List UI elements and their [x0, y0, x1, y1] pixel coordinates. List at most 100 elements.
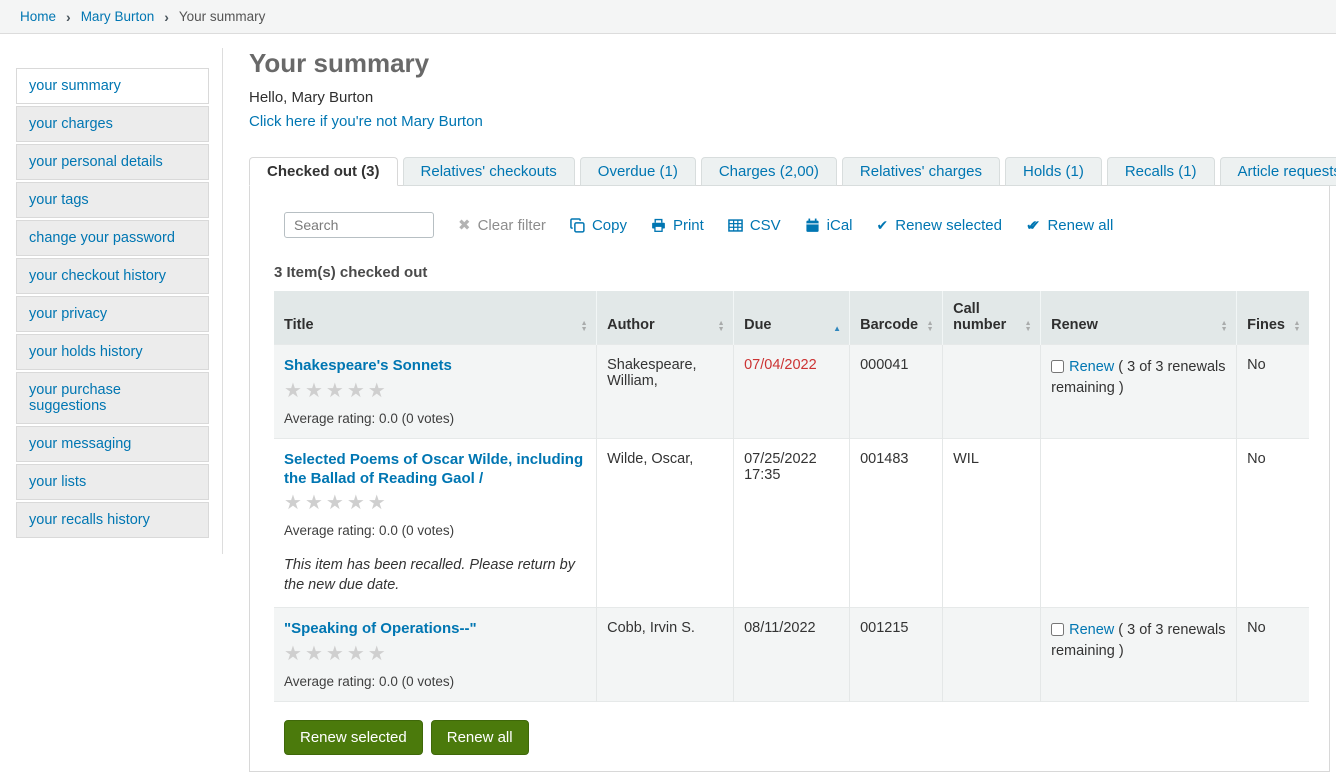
due-date: 08/11/2022 [744, 620, 816, 637]
clear-filter-button[interactable]: Clear filter [458, 216, 546, 234]
column-header-title[interactable]: Title [274, 291, 597, 345]
copy-button[interactable]: Copy [570, 217, 627, 234]
star-icon[interactable] [305, 643, 326, 665]
star-icon[interactable] [284, 380, 305, 402]
average-rating-text: Average rating: 0.0 (0 votes) [284, 410, 455, 426]
sidebar-item-purchase-suggestions[interactable]: your purchase suggestions [16, 372, 209, 424]
sort-arrows-icon [925, 321, 935, 333]
title-cell: Shakespeare's Sonnets Average rating: 0.… [274, 344, 597, 439]
fines-cell: No [1236, 344, 1309, 439]
title-link[interactable]: Shakespeare's Sonnets [284, 357, 452, 374]
sidebar-item-summary[interactable]: your summary [16, 68, 209, 104]
star-icon[interactable] [305, 380, 326, 402]
sidebar-item-holds-history[interactable]: your holds history [16, 334, 209, 370]
star-icon[interactable] [326, 380, 347, 402]
tab-charges[interactable]: Charges (2,00) [700, 157, 837, 186]
sidebar-item-recalls-history[interactable]: your recalls history [16, 502, 209, 538]
sort-arrows-icon [1023, 321, 1033, 333]
checkout-row: Selected Poems of Oscar Wilde, including… [274, 437, 1309, 608]
tab-checked-out[interactable]: Checked out (3) [249, 157, 398, 186]
items-count: 3 Item(s) checked out [274, 264, 428, 281]
fines-cell: No [1236, 437, 1309, 608]
sort-arrows-icon [1292, 321, 1302, 333]
renew-link[interactable]: Renew [1069, 622, 1115, 639]
renew-selected-button[interactable]: Renew selected [284, 720, 423, 756]
star-icon[interactable] [347, 380, 368, 402]
author-cell: Cobb, Irvin S. [596, 607, 734, 702]
csv-button[interactable]: CSV [728, 217, 781, 234]
column-header-fines[interactable]: Fines [1236, 291, 1309, 345]
sidebar-item-change-password[interactable]: change your password [16, 220, 209, 256]
renew-checkbox[interactable] [1051, 360, 1065, 373]
renew-checkbox[interactable] [1051, 623, 1065, 637]
author-cell: Shakespeare, William, [596, 344, 734, 439]
star-rating [284, 492, 586, 515]
call-number-cell [942, 344, 1041, 439]
sidebar-item-charges[interactable]: your charges [16, 106, 209, 142]
column-header-due[interactable]: Due [733, 291, 850, 345]
renew-controls: Renew [1051, 622, 1118, 638]
ical-button[interactable]: iCal [805, 217, 853, 234]
sort-arrows-icon [716, 321, 726, 333]
average-rating-text: Average rating: 0.0 (0 votes) [284, 674, 455, 690]
renew-link[interactable]: Renew [1069, 359, 1115, 375]
sidebar-item-privacy[interactable]: your privacy [16, 296, 209, 332]
check-icon [877, 217, 889, 234]
star-icon[interactable] [326, 643, 347, 665]
tab-holds[interactable]: Holds (1) [1004, 157, 1102, 186]
column-header-barcode[interactable]: Barcode [849, 291, 943, 345]
renew-all-button[interactable]: Renew all [430, 720, 529, 756]
fines-cell: No [1236, 607, 1309, 702]
sort-arrows-icon [579, 321, 589, 333]
column-header-callnumber[interactable]: Call number [942, 291, 1041, 345]
breadcrumb-patron-link[interactable]: Mary Burton [80, 9, 155, 24]
sidebar-item-personal-details[interactable]: your personal details [16, 144, 209, 180]
star-rating [284, 380, 586, 403]
renew-all-link[interactable]: Renew all [1026, 217, 1113, 234]
author-cell: Wilde, Oscar, [596, 437, 734, 608]
title-link[interactable]: "Speaking of Operations--" [284, 620, 477, 638]
due-cell: 07/04/2022 [733, 344, 850, 439]
item-note: This item has been recalled. Please retu… [284, 557, 575, 593]
star-icon[interactable] [368, 380, 389, 402]
tab-article-requests[interactable]: Article requests (1) [1219, 157, 1336, 186]
due-cell: 08/11/2022 [733, 607, 850, 702]
breadcrumb-home-link[interactable]: Home [20, 9, 57, 24]
star-icon[interactable] [305, 492, 326, 514]
renew-controls: Renew [1051, 359, 1118, 375]
copy-icon [570, 217, 585, 233]
star-rating [284, 643, 586, 666]
not-you-link[interactable]: Click here if you're not Mary Burton [249, 113, 483, 130]
star-icon[interactable] [284, 643, 305, 665]
star-icon[interactable] [284, 492, 305, 514]
chevron-right-icon [164, 9, 169, 25]
tab-relatives-checkouts[interactable]: Relatives' checkouts [402, 157, 575, 186]
tab-overdue[interactable]: Overdue (1) [579, 157, 696, 186]
page-title: Your summary [249, 48, 430, 78]
tab-recalls[interactable]: Recalls (1) [1106, 157, 1215, 186]
greeting-text: Hello, Mary Burton [249, 89, 374, 106]
tab-relatives-charges[interactable]: Relatives' charges [841, 157, 1000, 186]
sidebar-item-messaging[interactable]: your messaging [16, 426, 209, 462]
column-header-author[interactable]: Author [596, 291, 734, 345]
star-icon[interactable] [368, 643, 389, 665]
call-number-cell [942, 607, 1041, 702]
renew-selected-link[interactable]: Renew selected [877, 217, 1002, 234]
star-icon[interactable] [347, 643, 368, 665]
column-header-renew[interactable]: Renew [1040, 291, 1237, 345]
sidebar-item-checkout-history[interactable]: your checkout history [16, 258, 209, 294]
title-link[interactable]: Selected Poems of Oscar Wilde, including… [284, 450, 584, 487]
barcode-cell: 001215 [849, 607, 943, 702]
star-icon[interactable] [347, 492, 368, 514]
due-cell: 07/25/2022 17:35 [733, 437, 850, 608]
main-content: Your summary Hello, Mary Burton Click he… [223, 34, 1336, 782]
table-toolbar: Clear filter Copy [284, 212, 1309, 238]
star-icon[interactable] [368, 492, 389, 514]
checked-out-panel: Clear filter Copy [249, 185, 1330, 773]
print-button[interactable]: Print [651, 217, 704, 234]
sidebar-item-tags[interactable]: your tags [16, 182, 209, 218]
sidebar-item-lists[interactable]: your lists [16, 464, 209, 500]
star-icon[interactable] [326, 492, 347, 514]
footer-buttons: Renew selected Renew all [284, 720, 1309, 756]
search-input[interactable] [284, 212, 434, 238]
